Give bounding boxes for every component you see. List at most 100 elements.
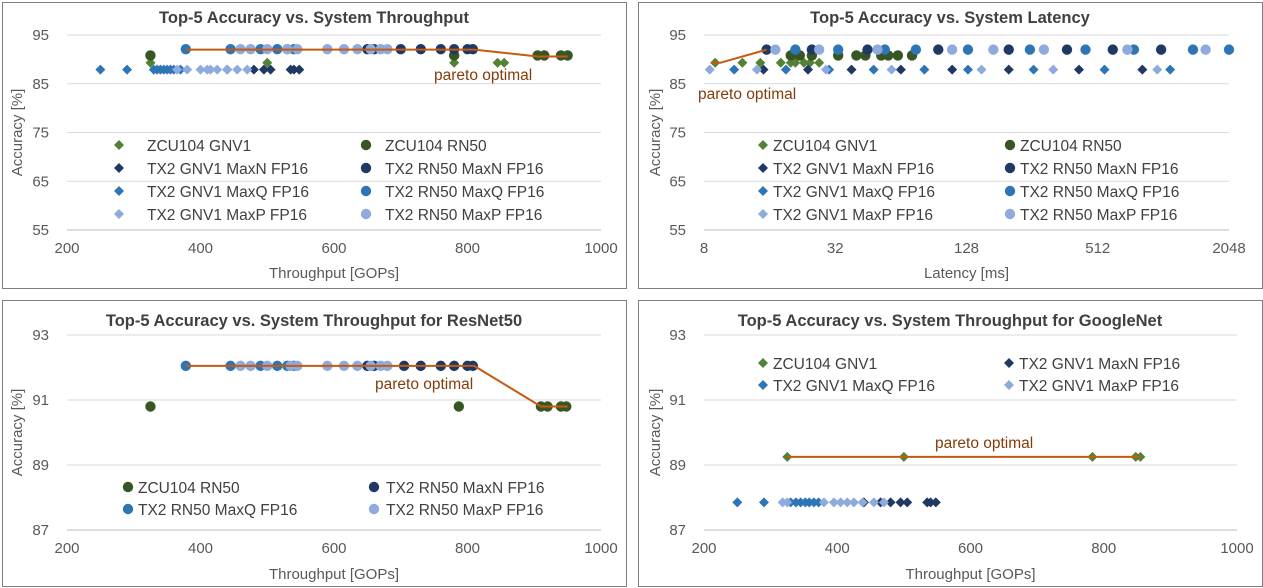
y-tick-label: 87	[669, 522, 686, 539]
x-tick-label: 1000	[584, 240, 617, 257]
data-point	[1165, 64, 1176, 75]
data-point	[1107, 44, 1118, 55]
series-tx2-gnv1-maxp-fp16	[704, 64, 1163, 75]
legend-label: TX2 RN50 MaxQ FP16	[1020, 184, 1179, 201]
x-tick-label: 8	[700, 240, 708, 257]
x-axis-label: Latency [ms]	[924, 265, 1009, 282]
data-point	[704, 64, 715, 75]
data-point	[782, 497, 793, 508]
data-point	[1003, 64, 1014, 75]
data-point	[755, 57, 766, 68]
data-point	[1155, 44, 1167, 55]
data-point	[1073, 64, 1084, 75]
legend: ZCU104 GNV1 TX2 GNV1 MaxN FP16 TX2 GNV1 Ma…	[758, 356, 1180, 395]
y-tick-label: 87	[32, 522, 49, 539]
data-point	[803, 64, 814, 75]
legend-label: TX2 RN50 MaxQ FP16	[138, 502, 297, 519]
data-point	[729, 64, 740, 75]
data-point	[1223, 44, 1235, 55]
x-tick-label: 512	[1085, 240, 1110, 257]
legend: ZCU104 GNV1 ZCU104 RN50 TX2 GNV1 MaxN FP16…	[758, 138, 1179, 224]
data-point	[962, 64, 973, 75]
legend-marker	[360, 208, 372, 220]
data-point	[294, 64, 305, 75]
data-point	[885, 497, 896, 508]
data-point	[976, 64, 987, 75]
data-point	[868, 497, 879, 508]
data-point	[925, 497, 936, 508]
data-point	[872, 44, 883, 55]
legend-item-zcu104-gnv1: ZCU104 GNV1	[758, 356, 877, 373]
data-point	[222, 64, 233, 75]
data-point	[770, 44, 781, 55]
legend-item-tx2-rn50-maxq-fp16: TX2 RN50 MaxQ FP16	[122, 502, 297, 519]
legend-item-tx2-rn50-maxn-fp16: TX2 RN50 MaxN FP16	[1004, 161, 1179, 178]
data-point	[806, 44, 818, 55]
chart-panel-3: Top-5 Accuracy vs. System Throughput for…	[2, 300, 627, 587]
y-tick-label: 93	[32, 327, 49, 344]
legend-marker	[758, 209, 768, 219]
legend-item-zcu104-rn50: ZCU104 RN50	[1004, 138, 1122, 155]
data-point	[288, 64, 299, 75]
chart-title: Top-5 Accuracy vs. System Throughput for…	[738, 312, 1163, 330]
data-point	[751, 64, 762, 75]
chart-title: Top-5 Accuracy vs. System Throughput	[159, 9, 469, 27]
data-point	[862, 44, 873, 55]
data-point	[1061, 44, 1073, 55]
legend-label: TX2 GNV1 MaxN FP16	[773, 161, 934, 178]
data-point	[886, 64, 897, 75]
y-tick-label: 85	[32, 76, 49, 93]
data-point	[195, 64, 206, 75]
data-point	[988, 44, 999, 55]
y-tick-label: 65	[32, 173, 49, 190]
data-point	[813, 497, 824, 508]
x-tick-label: 32	[827, 240, 844, 257]
legend-item-zcu104-gnv1: ZCU104 GNV1	[758, 138, 877, 155]
data-point	[145, 50, 156, 61]
series-tx2-rn50-maxp-fp16	[770, 44, 1211, 55]
data-point	[902, 497, 913, 508]
legend-marker	[360, 162, 372, 174]
data-point	[758, 64, 769, 75]
data-point	[737, 57, 748, 68]
legend-label: TX2 RN50 MaxN FP16	[385, 161, 544, 178]
data-point	[732, 497, 743, 508]
legend-item-tx2-gnv1-maxp-fp16: TX2 GNV1 MaxP FP16	[1004, 378, 1179, 395]
series-tx2-gnv1-maxp-fp16	[777, 497, 889, 508]
y-tick-label: 75	[669, 125, 686, 142]
data-point	[832, 44, 844, 55]
data-point	[95, 64, 106, 75]
series-tx2-gnv1-maxn-fp16	[758, 64, 1148, 75]
legend-item-zcu104-gnv1: ZCU104 GNV1	[114, 138, 251, 155]
data-point	[851, 50, 862, 61]
x-tick-label: 2048	[1212, 240, 1245, 257]
data-point	[262, 57, 273, 68]
chart-frame	[2, 2, 627, 289]
legend-label: ZCU104 GNV1	[773, 356, 877, 373]
legend-marker	[1004, 380, 1014, 390]
series-tx2-gnv1-maxq-fp16	[729, 64, 1176, 75]
y-tick-label: 65	[669, 173, 686, 190]
pareto-annotation: pareto optimal	[375, 376, 473, 393]
y-tick-label: 85	[669, 76, 686, 93]
legend-item-tx2-rn50-maxp-fp16: TX2 RN50 MaxP FP16	[1004, 207, 1177, 224]
series-zcu104-gnv1	[145, 57, 510, 68]
legend-marker	[1004, 139, 1016, 151]
y-tick-label: 95	[669, 27, 686, 44]
legend-marker	[758, 358, 768, 368]
data-point	[182, 64, 193, 75]
data-point	[1024, 44, 1036, 55]
x-tick-label: 800	[455, 240, 480, 257]
legend-label: ZCU104 GNV1	[773, 138, 877, 155]
legend-label: TX2 GNV1 MaxQ FP16	[147, 184, 309, 201]
legend-label: TX2 GNV1 MaxQ FP16	[773, 184, 935, 201]
data-point	[758, 497, 769, 508]
data-point	[846, 64, 857, 75]
legend-marker	[1004, 208, 1016, 220]
legend-marker	[360, 185, 372, 197]
data-point	[172, 64, 183, 75]
x-axis-label: Throughput [GOPs]	[269, 265, 399, 282]
x-tick-label: 1000	[1220, 540, 1253, 557]
legend-item-tx2-gnv1-maxq-fp16: TX2 GNV1 MaxQ FP16	[114, 184, 309, 201]
y-tick-label: 55	[669, 222, 686, 239]
